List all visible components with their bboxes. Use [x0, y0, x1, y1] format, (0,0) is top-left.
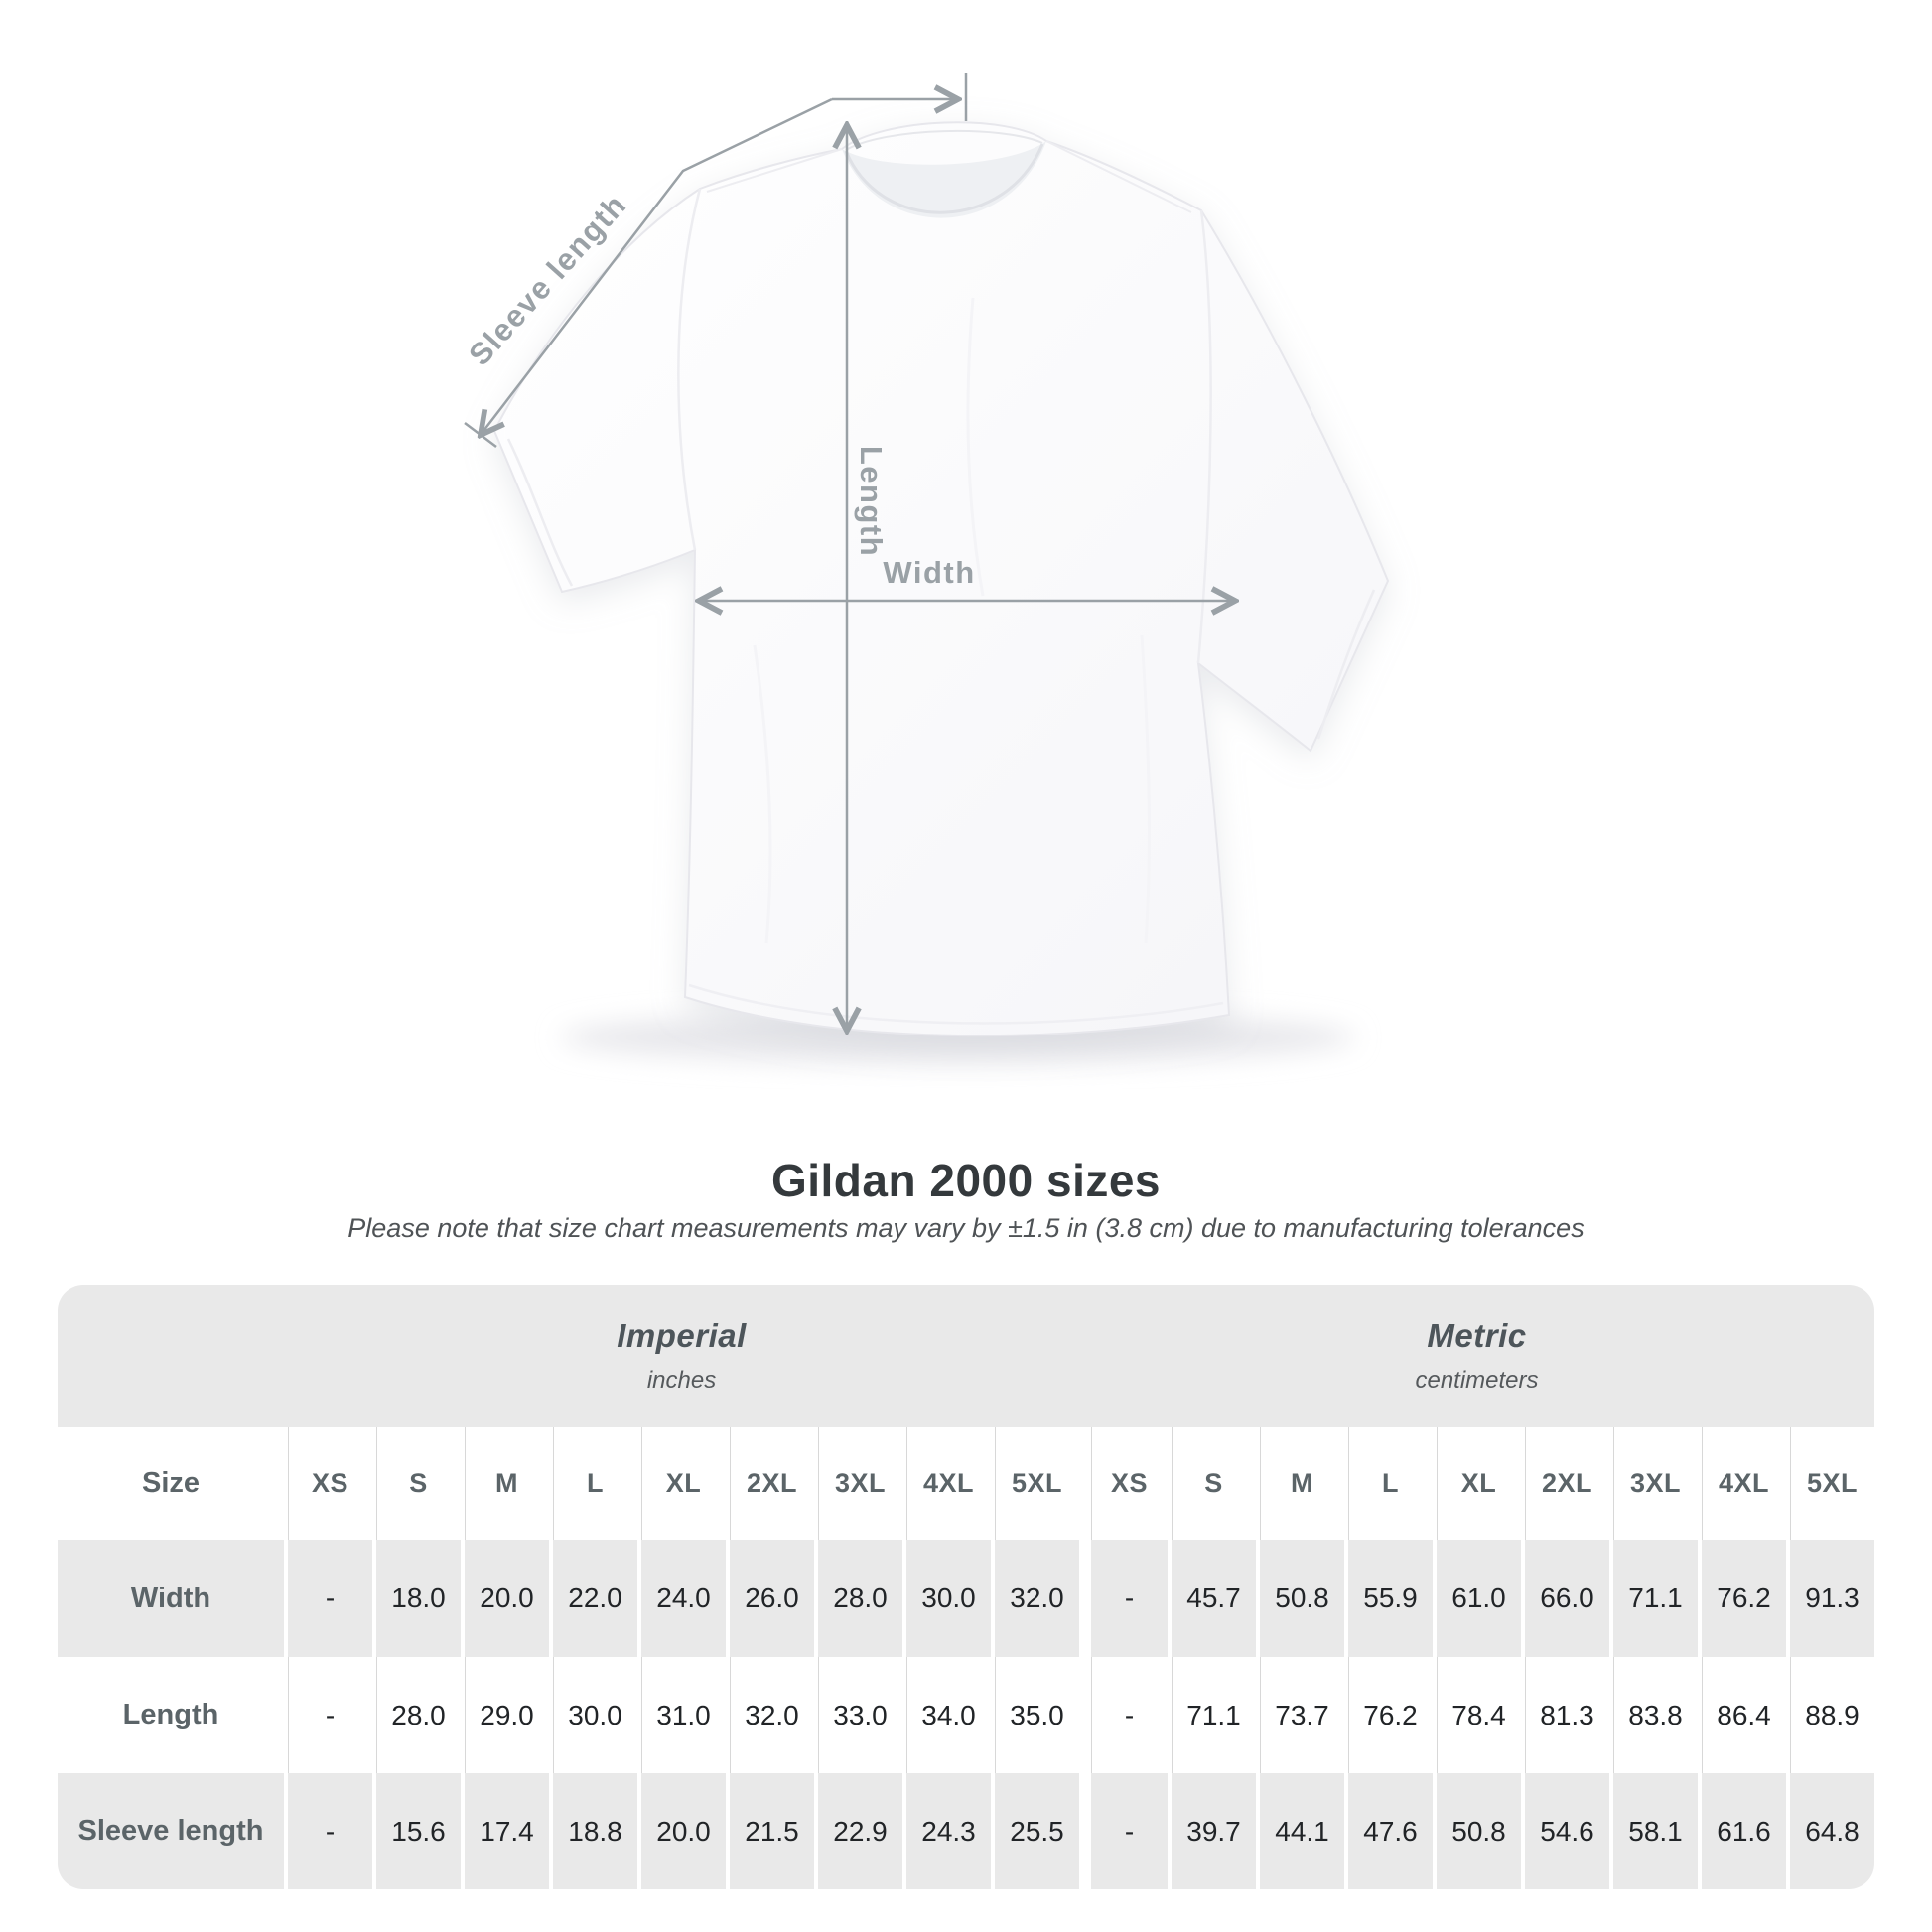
width-metric-l-value: 55.9	[1344, 1540, 1433, 1657]
length-imperial-2xl-value: 32.0	[726, 1657, 814, 1773]
sleeve-length-line	[481, 97, 833, 435]
sleeve-length-imperial-xl-value: 20.0	[637, 1773, 726, 1889]
sleeve-length-imperial-5xl-value: 25.5	[991, 1773, 1079, 1889]
tshirt-measurement-diagram: Sleeve length Length Width	[462, 73, 1390, 1063]
length-metric-2xl-value: 81.3	[1521, 1657, 1609, 1773]
length-imperial-m-value: 29.0	[461, 1657, 549, 1773]
length-label: Length	[854, 445, 889, 558]
width-metric-s-value: 45.7	[1168, 1540, 1256, 1657]
size-header-row: Size XS S M L XL 2XL 3XL 4XL 5XL XS S M L XL 2XL 3XL 4XL 5…	[58, 1427, 1874, 1540]
tshirt-illustration	[464, 73, 1390, 1063]
unit-group-imperial: Imperial inches	[284, 1285, 1079, 1427]
size-col-header-metric-s: S	[1168, 1427, 1256, 1540]
sleeve-length-metric-4xl-value: 61.6	[1698, 1773, 1786, 1889]
length-imperial-5xl-value: 35.0	[991, 1657, 1079, 1773]
length-imperial-s-value: 28.0	[372, 1657, 461, 1773]
sleeve-length-metric-2xl-value: 54.6	[1521, 1773, 1609, 1889]
unit-group-header-row: Imperial inches Metric centimeters	[58, 1285, 1874, 1427]
length-metric-xs-value: -	[1079, 1657, 1168, 1773]
length-imperial-xl-value: 31.0	[637, 1657, 726, 1773]
imperial-units: inches	[646, 1366, 717, 1394]
size-col-header-metric-4xl: 4XL	[1698, 1427, 1786, 1540]
sleeve-length-metric-l-value: 47.6	[1344, 1773, 1433, 1889]
sleeve-length-metric-xl-value: 50.8	[1433, 1773, 1521, 1889]
size-col-header-imperial-5xl: 5XL	[991, 1427, 1079, 1540]
width-imperial-s-value: 18.0	[372, 1540, 461, 1657]
size-col-header-imperial-xs: XS	[284, 1427, 372, 1540]
width-metric-xl-value: 61.0	[1433, 1540, 1521, 1657]
width-metric-m-value: 50.8	[1256, 1540, 1344, 1657]
length-metric-s-value: 71.1	[1168, 1657, 1256, 1773]
width-metric-xs-value: -	[1079, 1540, 1168, 1657]
sleeve-length-metric-xs-value: -	[1079, 1773, 1168, 1889]
length-imperial-xs-value: -	[284, 1657, 372, 1773]
size-table: Imperial inches Metric centimeters Size X…	[58, 1285, 1874, 1889]
size-col-header-metric-xl: XL	[1433, 1427, 1521, 1540]
sleeve-length-imperial-s-value: 15.6	[372, 1773, 461, 1889]
sleeve-length-metric-m-value: 44.1	[1256, 1773, 1344, 1889]
sleeve-length-metric-s-value: 39.7	[1168, 1773, 1256, 1889]
length-imperial-3xl-value: 33.0	[814, 1657, 902, 1773]
size-col-header-imperial-m: M	[461, 1427, 549, 1540]
sleeve-length-metric-5xl-value: 64.8	[1786, 1773, 1874, 1889]
size-col-header-metric-l: L	[1344, 1427, 1433, 1540]
sleeve-length-metric-3xl-value: 58.1	[1609, 1773, 1698, 1889]
width-metric-5xl-value: 91.3	[1786, 1540, 1874, 1657]
table-row-width: Width -18.0 20.0 22.0 24.0 26.0 28.0 30.0 32.0-4…	[58, 1540, 1874, 1657]
width-imperial-xs-value: -	[284, 1540, 372, 1657]
tolerance-note: Please note that size chart measurements…	[347, 1213, 1585, 1243]
sleeve-length-imperial-4xl-value: 24.3	[902, 1773, 991, 1889]
metric-units: centimeters	[1415, 1366, 1539, 1394]
size-column-header: Size	[141, 1466, 201, 1499]
page-title: Gildan 2000 sizes	[770, 1155, 1162, 1206]
measurement-lines	[464, 73, 1235, 1031]
size-col-header-metric-5xl: 5XL	[1786, 1427, 1874, 1540]
metric-label: Metric	[1427, 1316, 1527, 1354]
width-metric-2xl-value: 66.0	[1521, 1540, 1609, 1657]
size-col-header-imperial-s: S	[372, 1427, 461, 1540]
width-imperial-2xl-value: 26.0	[726, 1540, 814, 1657]
size-col-header-imperial-xl: XL	[637, 1427, 726, 1540]
table-row-length: Length -28.0 29.0 30.0 31.0 32.0 33.0 34.0 35.0-…	[58, 1657, 1874, 1773]
width-imperial-l-value: 22.0	[549, 1540, 637, 1657]
length-metric-l-value: 76.2	[1344, 1657, 1433, 1773]
length-imperial-4xl-value: 34.0	[902, 1657, 991, 1773]
size-col-header-imperial-3xl: 3XL	[814, 1427, 902, 1540]
size-col-header-metric-xs: XS	[1079, 1427, 1168, 1540]
length-imperial-l-value: 30.0	[549, 1657, 637, 1773]
sleeve-length-imperial-xs-value: -	[284, 1773, 372, 1889]
width-imperial-xl-value: 24.0	[637, 1540, 726, 1657]
width-label: Width	[883, 555, 976, 590]
sleeve-length-imperial-l-value: 18.8	[549, 1773, 637, 1889]
width-metric-3xl-value: 71.1	[1609, 1540, 1698, 1657]
row-label-sleeve-length: Sleeve length	[77, 1815, 264, 1847]
length-metric-xl-value: 78.4	[1433, 1657, 1521, 1773]
shirt-graphic	[492, 121, 1390, 1037]
width-imperial-m-value: 20.0	[461, 1540, 549, 1657]
width-imperial-3xl-value: 28.0	[814, 1540, 902, 1657]
size-col-header-imperial-2xl: 2XL	[726, 1427, 814, 1540]
size-col-header-metric-2xl: 2XL	[1521, 1427, 1609, 1540]
unit-group-metric: Metric centimeters	[1079, 1285, 1874, 1427]
row-label-length: Length	[122, 1699, 219, 1730]
size-col-header-metric-m: M	[1256, 1427, 1344, 1540]
sleeve-length-imperial-m-value: 17.4	[461, 1773, 549, 1889]
row-label-width: Width	[130, 1582, 211, 1614]
sleeve-length-tick	[464, 422, 497, 448]
size-col-header-imperial-l: L	[549, 1427, 637, 1540]
size-col-header-metric-3xl: 3XL	[1609, 1427, 1698, 1540]
imperial-label: Imperial	[617, 1316, 747, 1354]
width-imperial-4xl-value: 30.0	[902, 1540, 991, 1657]
width-metric-4xl-value: 76.2	[1698, 1540, 1786, 1657]
size-col-header-imperial-4xl: 4XL	[902, 1427, 991, 1540]
table-row-sleeve-length: Sleeve length -15.6 17.4 18.8 20.0 21.5 22.9 24…	[58, 1773, 1874, 1889]
sleeve-length-imperial-2xl-value: 21.5	[726, 1773, 814, 1889]
length-metric-m-value: 73.7	[1256, 1657, 1344, 1773]
width-imperial-5xl-value: 32.0	[991, 1540, 1079, 1657]
length-metric-3xl-value: 83.8	[1609, 1657, 1698, 1773]
sleeve-length-imperial-3xl-value: 22.9	[814, 1773, 902, 1889]
length-metric-5xl-value: 88.9	[1786, 1657, 1874, 1773]
length-metric-4xl-value: 86.4	[1698, 1657, 1786, 1773]
